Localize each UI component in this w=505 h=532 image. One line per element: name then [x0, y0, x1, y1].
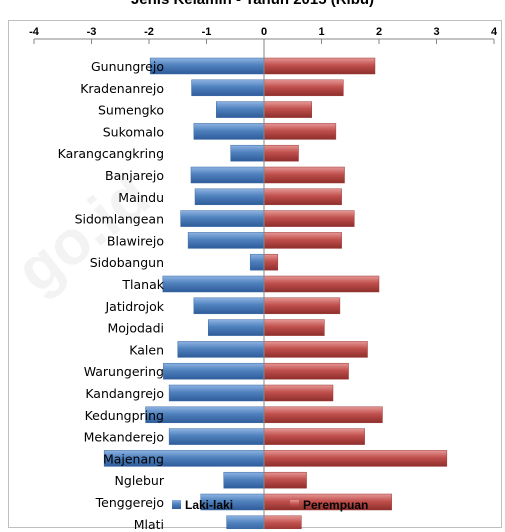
bar-perempuan	[263, 210, 355, 227]
category-label: Kedungpring	[85, 408, 164, 423]
x-tick-label: -4	[29, 26, 40, 38]
legend-label: Laki-laki	[185, 498, 233, 512]
category-label: Sumengko	[98, 103, 164, 118]
bar-laki-laki	[207, 319, 265, 336]
bar-perempuan	[263, 406, 383, 424]
bar-laki-laki	[193, 297, 265, 315]
category-label: Nglebur	[115, 473, 165, 488]
bar-perempuan	[263, 166, 345, 184]
category-label: Majenang	[103, 451, 164, 466]
category-label: Jatidrojok	[104, 299, 164, 314]
category-label: Blawirejo	[107, 233, 164, 248]
category-label: Banjarejo	[105, 168, 164, 183]
bar-laki-laki	[162, 275, 265, 293]
category-label: Sidomlangean	[75, 212, 164, 227]
legend-swatch	[172, 500, 181, 509]
category-label: Tenggerejo	[95, 495, 164, 510]
legend-label: Perempuan	[303, 498, 368, 512]
x-tick-label: 3	[433, 26, 439, 38]
category-label: Gunungrejo	[91, 59, 164, 74]
category-label: Mojodadi	[107, 321, 164, 336]
bar-perempuan	[263, 450, 448, 467]
bar-laki-laki	[193, 123, 265, 140]
category-label: Kalen	[129, 342, 164, 357]
bar-perempuan	[263, 144, 299, 162]
bar-laki-laki	[216, 101, 265, 118]
x-tick-label: -1	[202, 26, 212, 38]
bar-perempuan	[263, 319, 325, 336]
bar-laki-laki	[223, 471, 265, 489]
bar-perempuan	[263, 471, 307, 489]
category-label: Maindu	[118, 190, 164, 205]
category-label: Kandangrejo	[85, 386, 164, 401]
category-label: Warungering	[84, 364, 164, 379]
bar-laki-laki	[187, 232, 265, 249]
category-label: Sukomalo	[103, 124, 164, 139]
x-tick-label: -2	[144, 26, 154, 38]
bar-laki-laki	[180, 210, 265, 227]
bar-perempuan	[263, 253, 279, 271]
bar-perempuan	[263, 79, 344, 97]
bar-laki-laki	[177, 341, 265, 358]
bar-perempuan	[263, 297, 341, 315]
x-tick-label: 0	[261, 26, 267, 38]
x-tick-label: 4	[491, 26, 498, 38]
category-label: Mekanderejo	[84, 430, 164, 445]
pyramid-chart: -4 -3 -2 -1 0 1 2 3 4 Gunungrejo Kradenanrejo Sume…	[29, 26, 498, 529]
legend-swatch	[290, 500, 299, 509]
category-label: Tlanak	[121, 277, 164, 292]
bar-perempuan	[263, 362, 349, 380]
bar-perempuan	[263, 515, 302, 529]
chart-frame: go.id -4 -3 -2 -1 0 1 2 3 4 Gunungrejo Kradenanre…	[4, 20, 502, 529]
bar-perempuan	[263, 57, 376, 75]
bar-perempuan	[263, 123, 337, 140]
bar-perempuan	[263, 101, 312, 118]
category-label: Sidobangun	[90, 255, 164, 270]
bar-laki-laki	[190, 166, 265, 184]
bar-perempuan	[263, 232, 342, 249]
category-label: Kradenanrejo	[80, 81, 164, 96]
bar-laki-laki	[168, 428, 265, 445]
bar-laki-laki	[191, 79, 265, 97]
category-label: Karangcangkring	[58, 146, 164, 161]
category-label: Mlati	[134, 517, 164, 529]
bar-perempuan	[263, 188, 342, 206]
bar-laki-laki	[226, 515, 265, 529]
chart-title: Jenis Kelamin - Tahun 2015 (Ribu)	[0, 0, 505, 8]
bar-laki-laki	[149, 57, 265, 75]
x-tick-label: 2	[376, 26, 382, 38]
bar-perempuan	[263, 428, 365, 445]
bar-perempuan	[263, 341, 368, 358]
x-tick-label: -3	[87, 26, 97, 38]
bar-perempuan	[263, 384, 334, 402]
bar-perempuan	[263, 275, 380, 293]
bar-laki-laki	[249, 253, 265, 271]
bar-laki-laki	[230, 144, 265, 162]
x-tick-label: 1	[318, 26, 324, 38]
bar-laki-laki	[168, 384, 265, 402]
bar-laki-laki	[194, 188, 265, 206]
bar-laki-laki	[163, 362, 265, 380]
